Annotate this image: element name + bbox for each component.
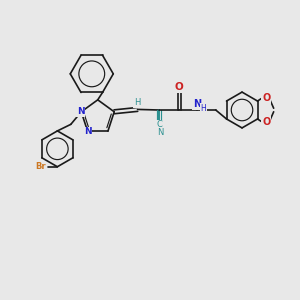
Text: C: C [157,120,163,129]
Text: N: N [77,107,85,116]
Text: N: N [157,128,163,137]
Text: H: H [201,104,206,113]
Text: H: H [134,98,140,107]
Text: Br: Br [35,162,46,171]
Text: N: N [193,99,201,109]
Text: O: O [262,93,270,103]
Text: N: N [84,127,92,136]
Text: O: O [175,82,184,92]
Text: O: O [262,117,270,127]
